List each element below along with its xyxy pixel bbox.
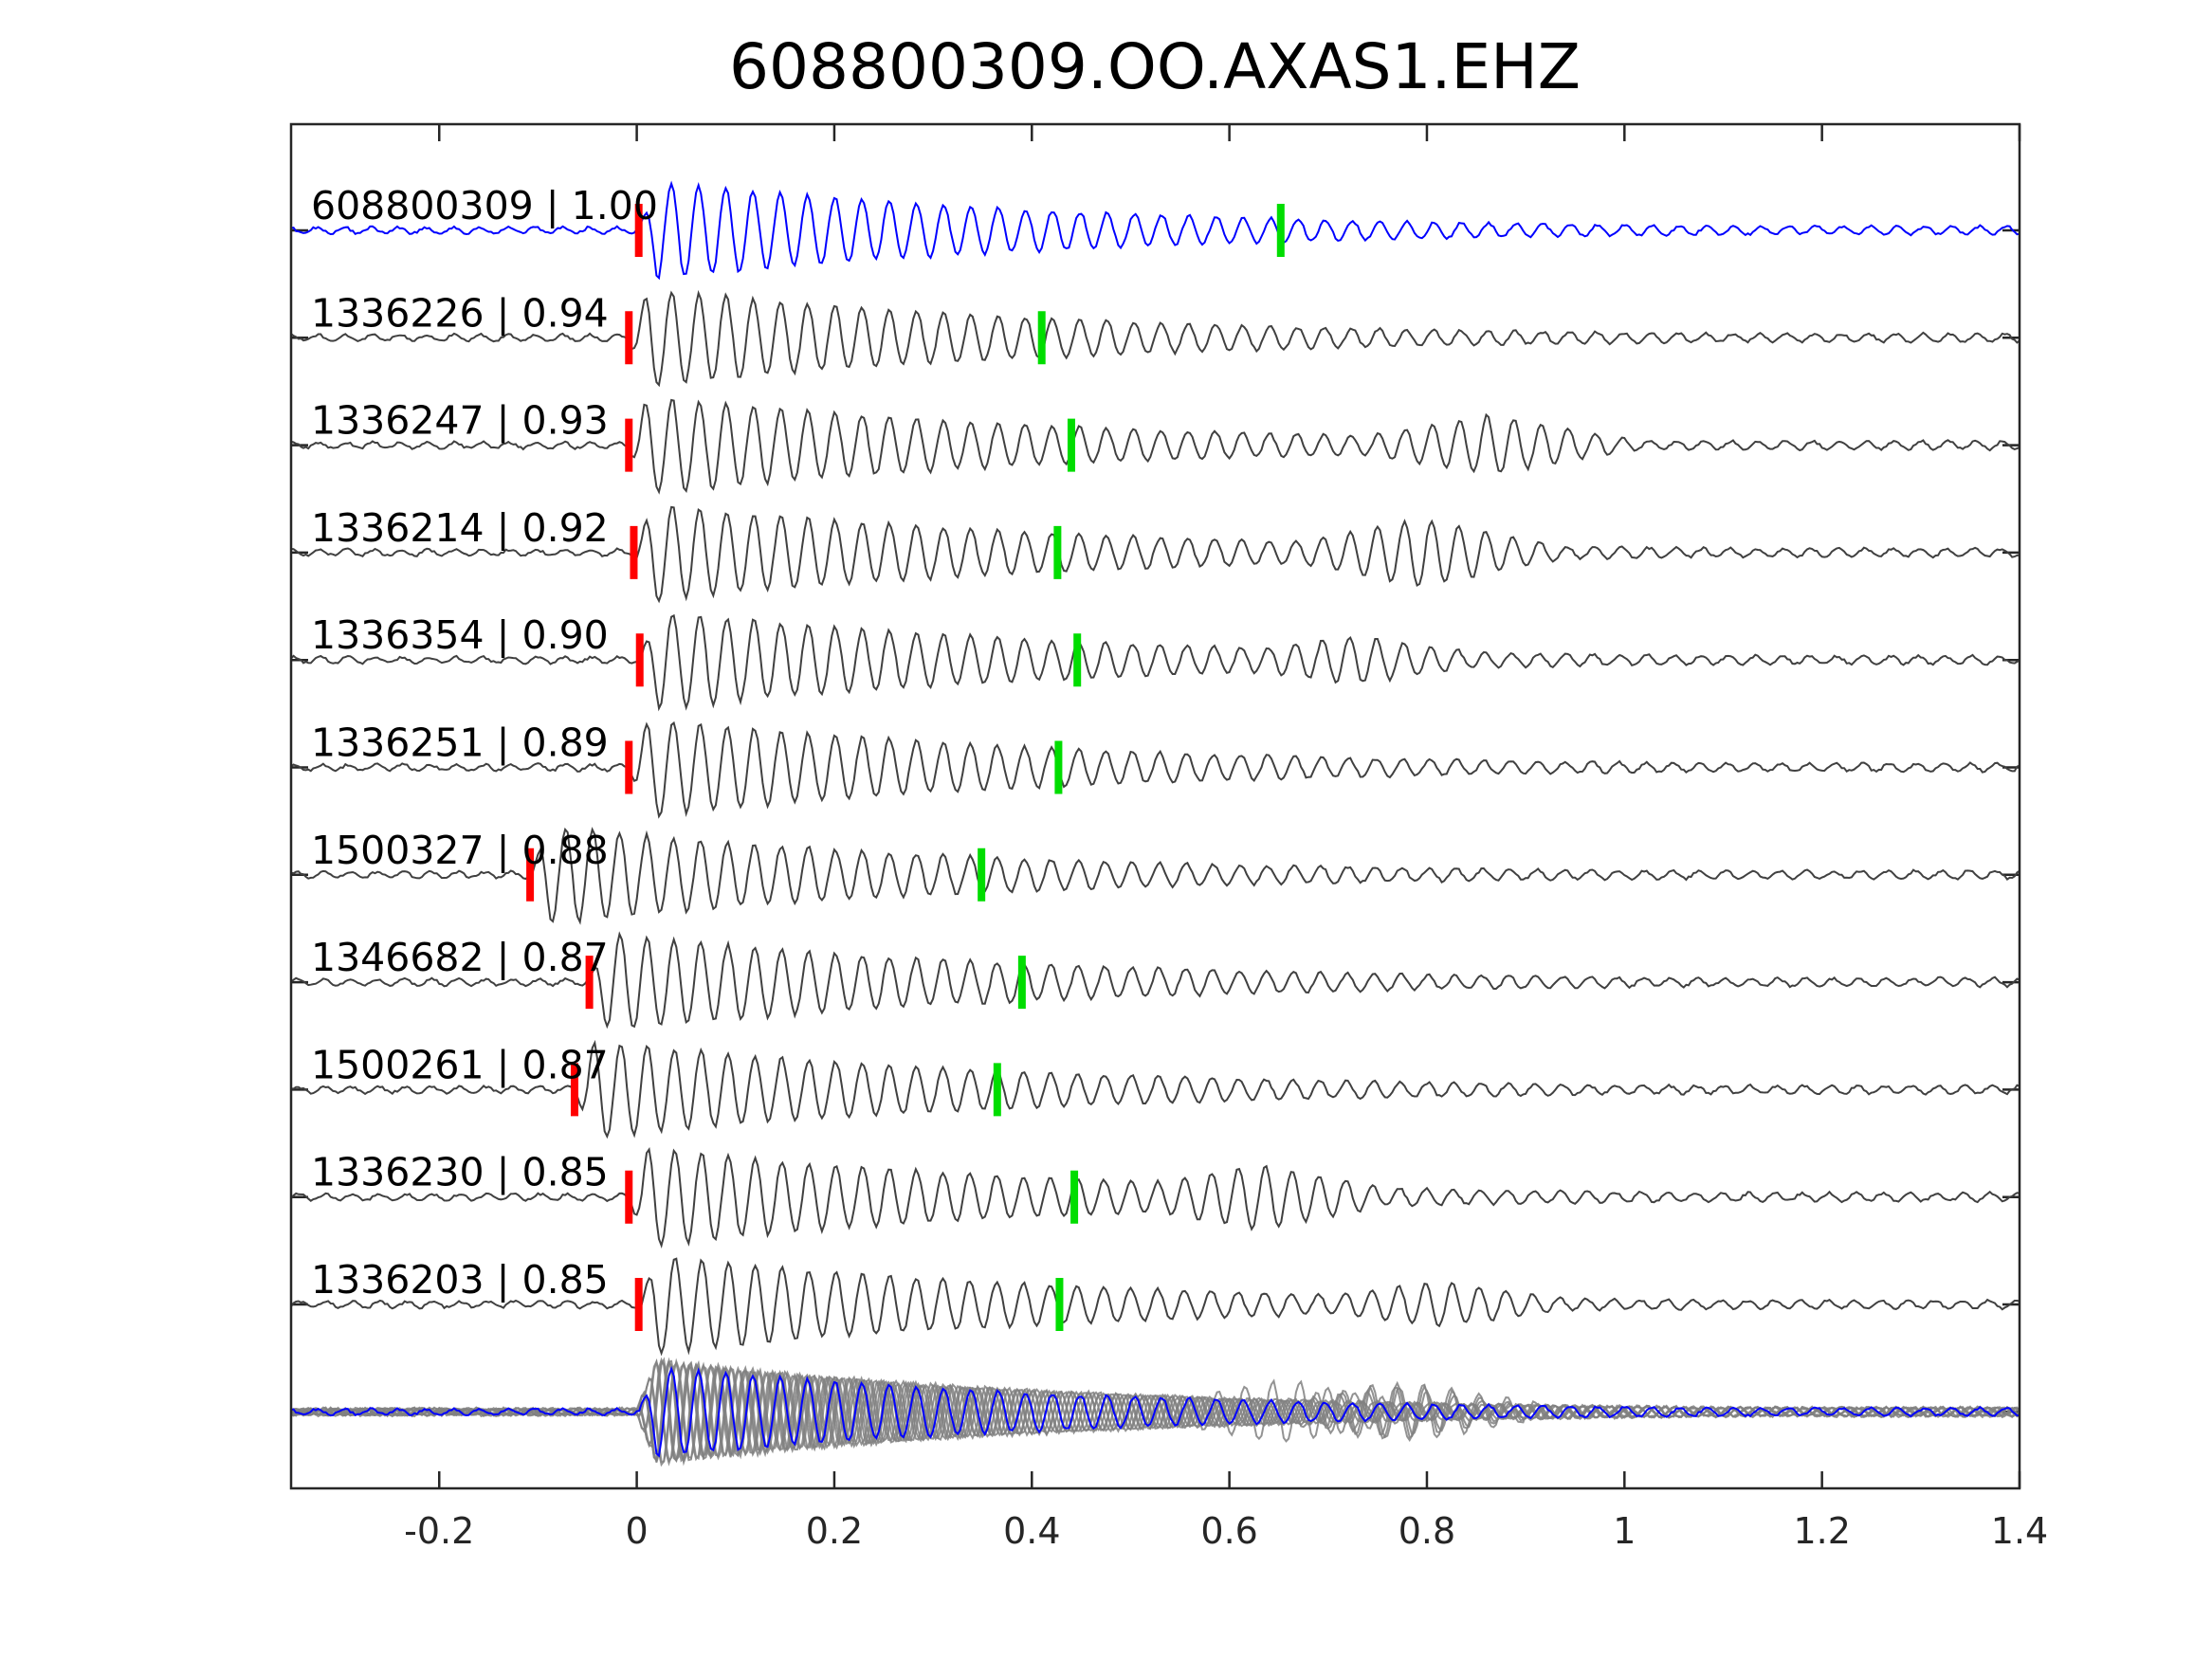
trace-7 xyxy=(290,931,2020,1030)
trace-labels: 608800309 | 1.00 1336226 | 0.94 1336247 | … xyxy=(311,183,658,1303)
trace-waveform xyxy=(290,613,2020,712)
trace-label: 1336203 | 0.85 xyxy=(311,1257,609,1303)
x-tick-label: 1 xyxy=(1613,1510,1636,1552)
overlay-stack xyxy=(290,1357,2020,1468)
stack-waveform xyxy=(290,1360,2020,1468)
waveform-traces xyxy=(290,180,2020,1357)
trace-6 xyxy=(290,827,2020,925)
trace-waveform xyxy=(290,827,2020,925)
chart-title: 608800309.OO.AXAS1.EHZ xyxy=(729,30,1581,103)
trace-4 xyxy=(290,613,2020,712)
template-waveform xyxy=(290,180,2020,281)
trace-1 xyxy=(290,289,2020,388)
stack-template-waveform xyxy=(290,1365,2020,1458)
trace-waveform xyxy=(290,720,2020,819)
x-tick-label: 0.6 xyxy=(1200,1510,1257,1552)
trace-0 xyxy=(290,180,2020,281)
trace-5 xyxy=(290,720,2020,819)
trace-label: 1500261 | 0.87 xyxy=(311,1042,609,1087)
x-ticks: -0.2 0 0.2 0.4 0.6 0.8 1 1.2 1.4 xyxy=(404,124,2048,1552)
x-tick-label: 0.2 xyxy=(806,1510,863,1552)
trace-label: 1336226 | 0.94 xyxy=(311,290,609,336)
trace-waveform xyxy=(290,289,2020,388)
trace-label: 608800309 | 1.00 xyxy=(311,183,658,228)
trace-waveform xyxy=(290,931,2020,1030)
x-tick-label: 1.2 xyxy=(1793,1510,1850,1552)
x-tick-label: -0.2 xyxy=(404,1510,474,1552)
trace-waveform xyxy=(290,1257,2020,1357)
x-tick-label: 0.4 xyxy=(1003,1510,1060,1552)
plot-area-frame xyxy=(289,122,2021,1490)
trace-10 xyxy=(290,1257,2020,1357)
trace-label: 1336214 | 0.92 xyxy=(311,505,609,551)
trace-waveform xyxy=(290,1147,2020,1249)
trace-label: 1336247 | 0.93 xyxy=(311,398,609,444)
trace-waveform xyxy=(290,1039,2020,1139)
trace-waveform xyxy=(290,398,2020,495)
trace-label: 1336230 | 0.85 xyxy=(311,1150,609,1195)
x-tick-label: 0.8 xyxy=(1398,1510,1455,1552)
x-tick-label: 0 xyxy=(626,1510,649,1552)
trace-label: 1336251 | 0.89 xyxy=(311,720,609,766)
trace-label: 1336354 | 0.90 xyxy=(311,612,609,658)
trace-3 xyxy=(290,505,2020,604)
phase-picks xyxy=(526,204,1285,1331)
trace-8 xyxy=(290,1039,2020,1139)
trace-label: 1500327 | 0.88 xyxy=(311,828,609,873)
trace-2 xyxy=(290,398,2020,495)
trace-waveform xyxy=(290,505,2020,604)
trace-label: 1346682 | 0.87 xyxy=(311,935,609,980)
trace-9 xyxy=(290,1147,2020,1249)
stack-group xyxy=(290,1357,2020,1468)
x-tick-label: 1.4 xyxy=(1991,1510,2048,1552)
